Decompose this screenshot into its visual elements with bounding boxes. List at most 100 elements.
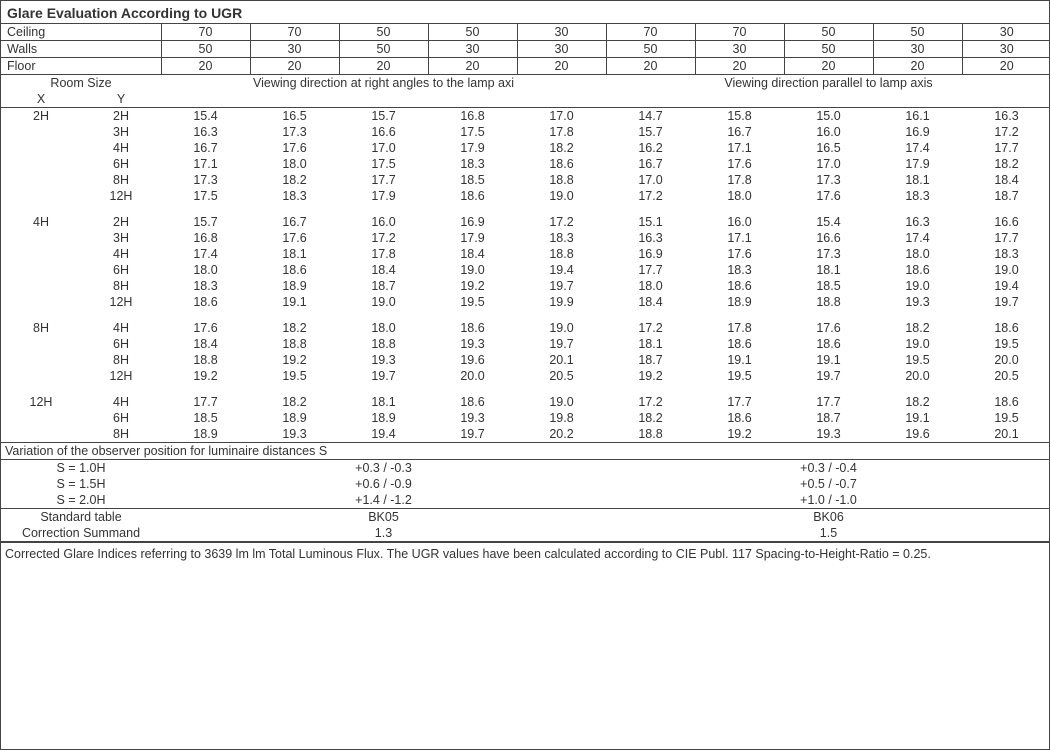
data-cell: 18.0: [339, 320, 428, 336]
data-cell: 19.6: [428, 352, 517, 368]
data-cell: 18.3: [962, 246, 1050, 262]
y-value: 6H: [81, 156, 161, 172]
data-cell: 19.5: [428, 294, 517, 310]
std-table-right: BK06: [606, 509, 1050, 526]
data-cell: 17.3: [784, 246, 873, 262]
variation-label: S = 1.5H: [1, 476, 161, 492]
data-cell: 17.3: [784, 172, 873, 188]
variation-left: +0.3 / -0.3: [161, 460, 606, 477]
x-value: 4H: [1, 214, 81, 230]
header-value: 20: [428, 58, 517, 75]
data-cell: 18.5: [784, 278, 873, 294]
data-cell: 18.3: [695, 262, 784, 278]
footnote: Corrected Glare Indices referring to 363…: [1, 542, 1049, 565]
data-cell: 17.2: [606, 394, 695, 410]
y-value: 8H: [81, 426, 161, 443]
data-cell: 19.1: [695, 352, 784, 368]
data-cell: 19.3: [339, 352, 428, 368]
variation-right: +1.0 / -1.0: [606, 492, 1050, 509]
header-value: 30: [962, 24, 1050, 41]
data-cell: 19.5: [250, 368, 339, 384]
header-value: 30: [517, 41, 606, 58]
data-cell: 17.1: [695, 140, 784, 156]
header-value: 70: [161, 24, 250, 41]
header-value: 30: [428, 41, 517, 58]
data-cell: 18.0: [161, 262, 250, 278]
data-cell: 18.9: [339, 410, 428, 426]
header-value: 20: [784, 58, 873, 75]
data-cell: 19.2: [695, 426, 784, 443]
data-cell: 17.9: [873, 156, 962, 172]
data-cell: 16.9: [873, 124, 962, 140]
data-cell: 18.6: [873, 262, 962, 278]
data-cell: 19.6: [873, 426, 962, 443]
data-cell: 18.0: [695, 188, 784, 204]
header-value: 70: [695, 24, 784, 41]
y-value: 4H: [81, 320, 161, 336]
y-value: 4H: [81, 246, 161, 262]
data-cell: 17.6: [784, 320, 873, 336]
data-cell: 19.7: [339, 368, 428, 384]
x-value: [1, 368, 81, 384]
data-cell: 18.4: [962, 172, 1050, 188]
data-cell: 16.3: [873, 214, 962, 230]
x-value: [1, 156, 81, 172]
header-value: 50: [784, 41, 873, 58]
data-cell: 18.6: [428, 320, 517, 336]
data-cell: 20.0: [962, 352, 1050, 368]
header-value: 20: [161, 58, 250, 75]
header-value: 30: [962, 41, 1050, 58]
y-value: 4H: [81, 140, 161, 156]
data-cell: 18.8: [517, 172, 606, 188]
data-cell: 19.7: [962, 294, 1050, 310]
data-cell: 19.5: [695, 368, 784, 384]
x-value: [1, 336, 81, 352]
data-cell: 20.0: [428, 368, 517, 384]
data-cell: 17.8: [517, 124, 606, 140]
data-cell: 17.6: [161, 320, 250, 336]
x-value: [1, 172, 81, 188]
data-cell: 15.4: [161, 108, 250, 125]
y-value: 3H: [81, 124, 161, 140]
data-cell: 18.8: [339, 336, 428, 352]
data-cell: 15.4: [784, 214, 873, 230]
data-cell: 19.8: [517, 410, 606, 426]
data-cell: 19.4: [517, 262, 606, 278]
x-value: [1, 124, 81, 140]
data-cell: 18.9: [695, 294, 784, 310]
data-cell: 17.7: [695, 394, 784, 410]
data-cell: 18.5: [161, 410, 250, 426]
data-cell: 19.3: [428, 410, 517, 426]
room-size-label: Room Size: [1, 75, 161, 92]
data-cell: 19.3: [873, 294, 962, 310]
data-cell: 18.9: [161, 426, 250, 443]
data-cell: 17.0: [606, 172, 695, 188]
data-cell: 17.6: [784, 188, 873, 204]
data-cell: 16.8: [161, 230, 250, 246]
data-cell: 19.7: [517, 278, 606, 294]
data-cell: 17.8: [339, 246, 428, 262]
data-cell: 17.7: [339, 172, 428, 188]
data-cell: 19.0: [873, 336, 962, 352]
data-cell: 16.0: [784, 124, 873, 140]
data-cell: 18.6: [962, 320, 1050, 336]
data-cell: 15.7: [161, 214, 250, 230]
data-cell: 19.5: [962, 336, 1050, 352]
section-left-label: Viewing direction at right angles to the…: [161, 75, 606, 92]
data-cell: 18.6: [250, 262, 339, 278]
data-cell: 18.2: [517, 140, 606, 156]
data-cell: 18.8: [606, 426, 695, 443]
data-cell: 17.8: [695, 320, 784, 336]
data-cell: 16.3: [606, 230, 695, 246]
data-cell: 17.7: [784, 394, 873, 410]
y-value: 6H: [81, 410, 161, 426]
correction-left: 1.3: [161, 525, 606, 542]
data-cell: 16.7: [606, 156, 695, 172]
header-value: 50: [161, 41, 250, 58]
x-value: [1, 278, 81, 294]
data-cell: 18.9: [250, 278, 339, 294]
x-value: [1, 410, 81, 426]
x-header: X: [1, 91, 81, 108]
x-value: 8H: [1, 320, 81, 336]
data-cell: 18.2: [250, 172, 339, 188]
